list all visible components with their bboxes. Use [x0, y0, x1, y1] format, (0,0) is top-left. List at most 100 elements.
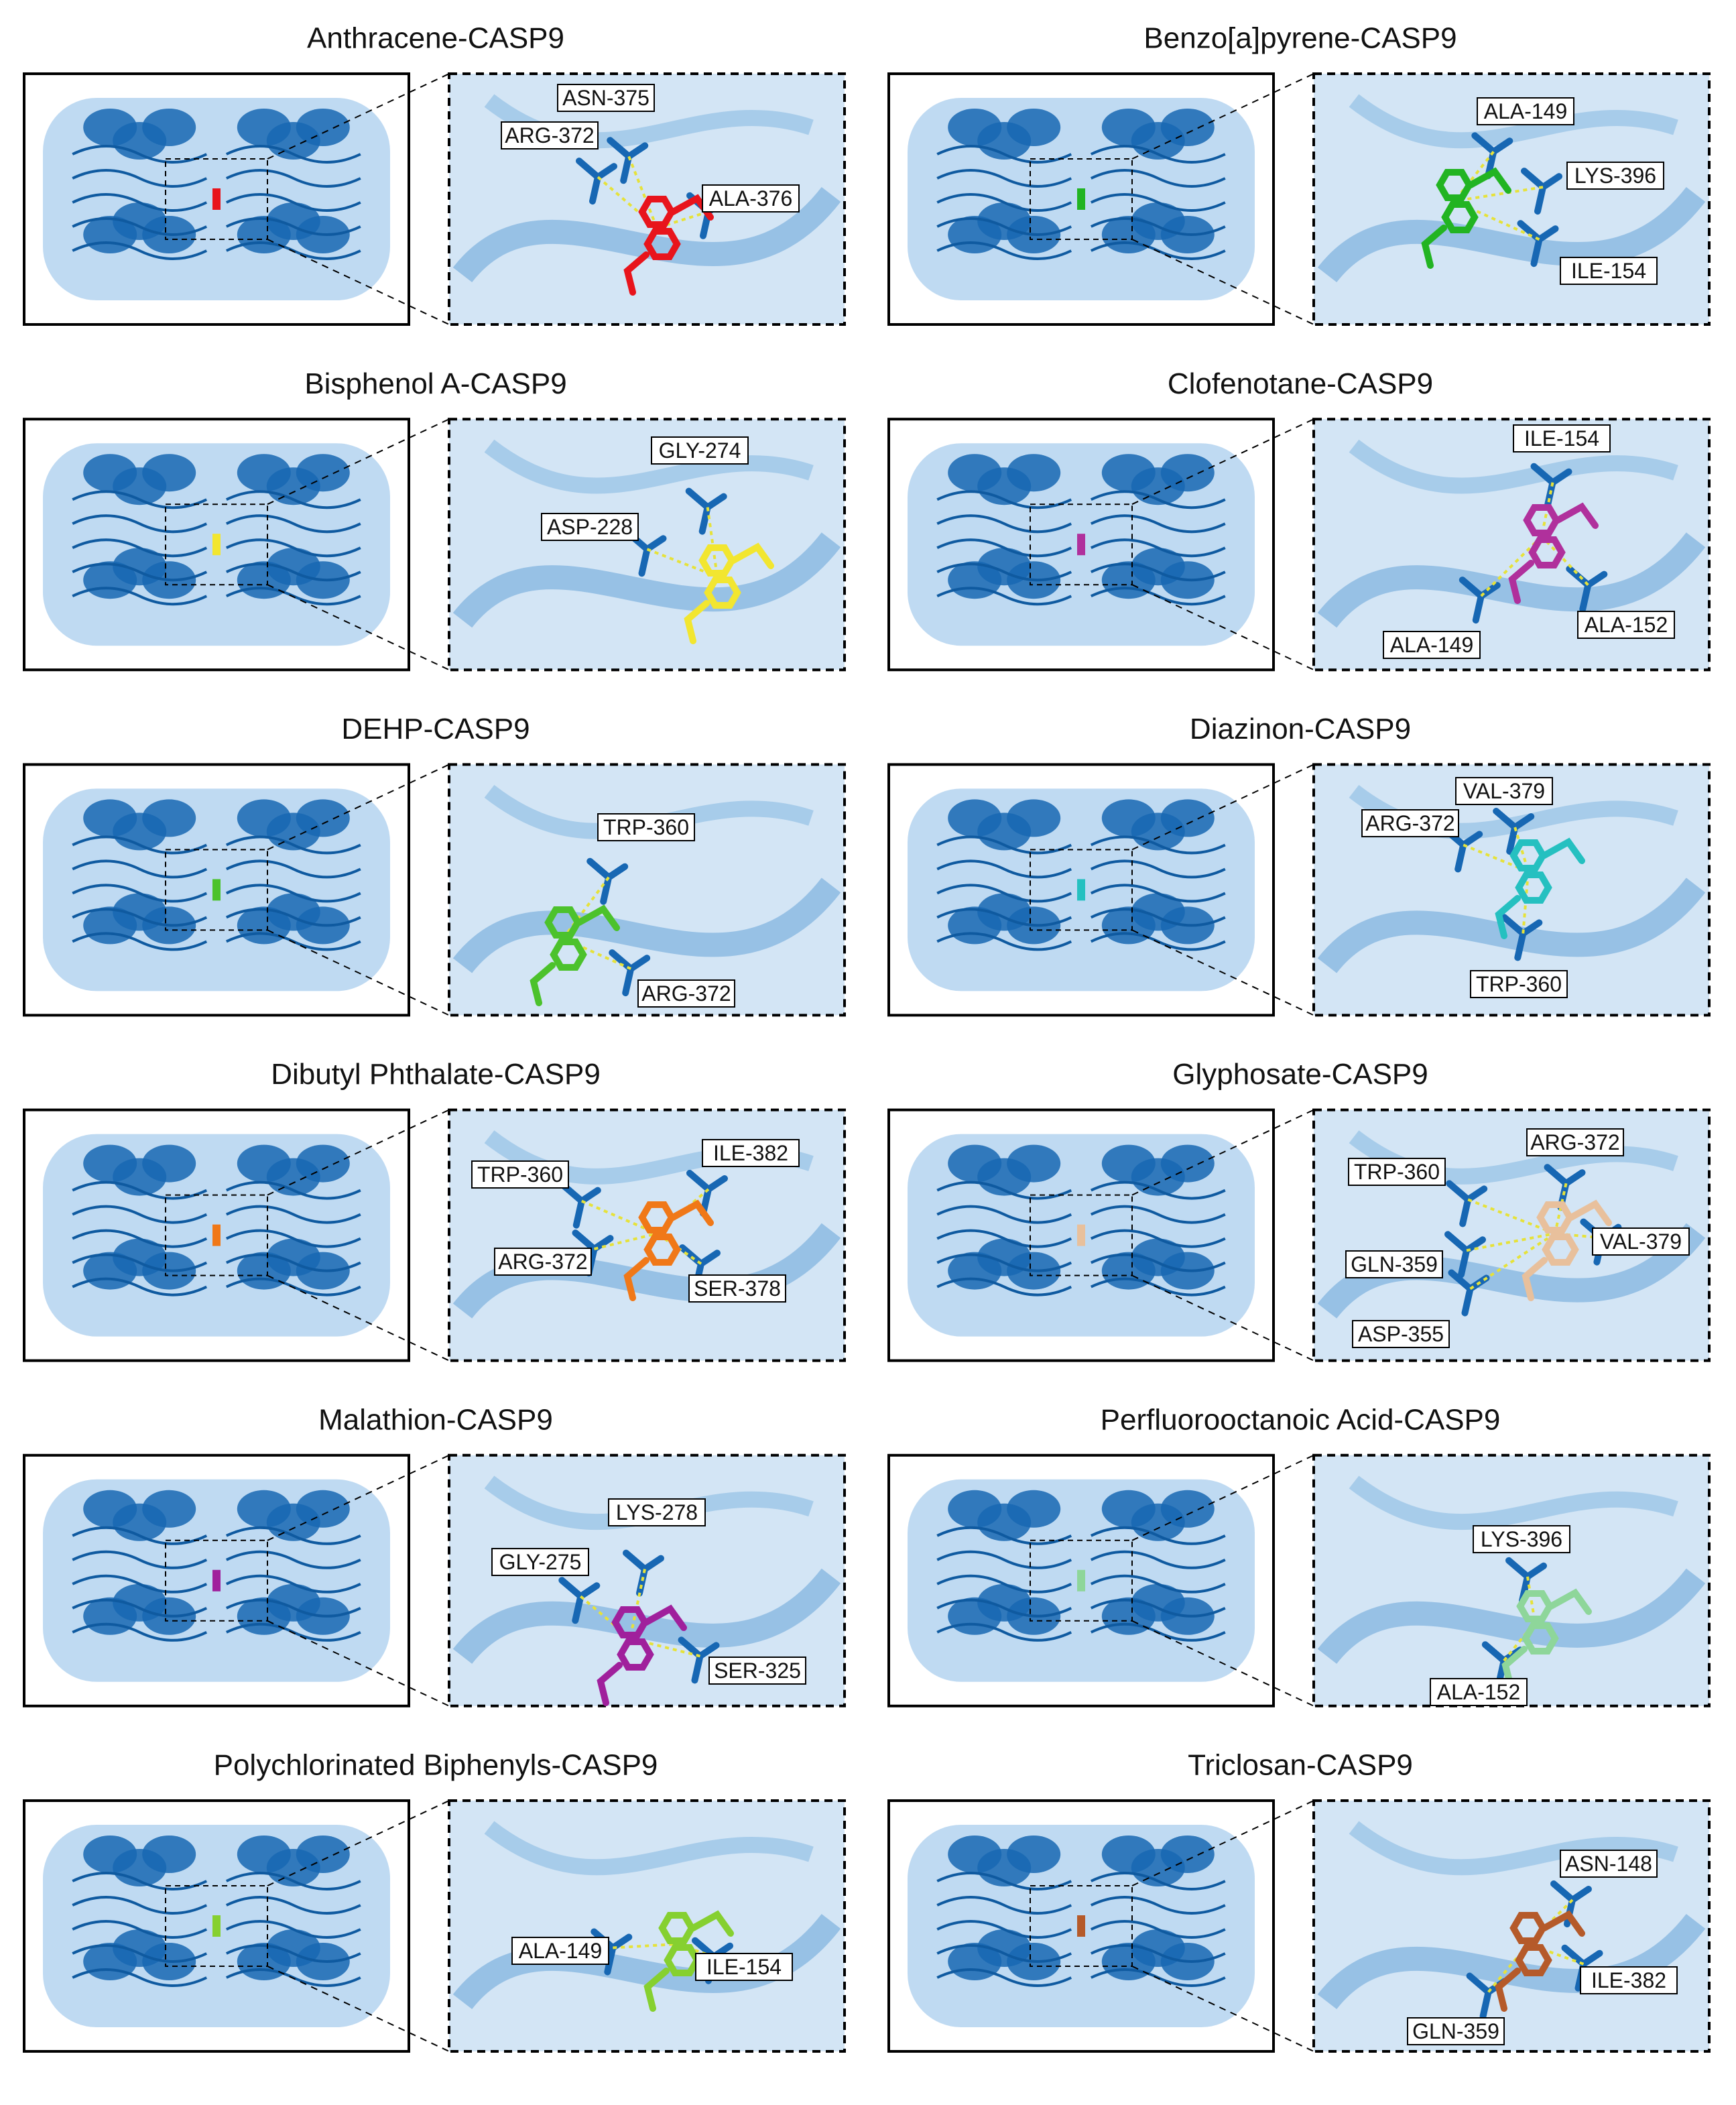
ligand-ring: [698, 544, 736, 577]
zoom-line: [267, 239, 450, 325]
ligand-ring: [1528, 536, 1566, 569]
panel-title: Anthracene-CASP9: [307, 22, 564, 55]
coil: [225, 1944, 361, 1963]
residue-label: TRP-360: [1470, 970, 1568, 998]
zoom-line: [1131, 73, 1314, 160]
hbond: [1454, 186, 1544, 202]
helix: [1160, 1836, 1215, 1873]
ribbon: [1349, 439, 1678, 494]
panel: Benzo[a]pyrene-CASP9 ALA-149 LYS-396 ILE-15…: [887, 22, 1711, 326]
coil: [1090, 1944, 1226, 1963]
coil: [72, 1598, 208, 1618]
residue-name: SER-325: [714, 1659, 801, 1683]
residue-name: ALA-149: [519, 1939, 603, 1963]
residue-label: SER-378: [688, 1274, 786, 1303]
residue-name: ASN-148: [1565, 1852, 1652, 1876]
label-box: [471, 1160, 569, 1189]
zoom-line: [267, 1620, 450, 1707]
ligand-chain: [1508, 502, 1599, 604]
label-box: [541, 513, 639, 541]
coil: [936, 1229, 1072, 1248]
helix: [296, 1144, 350, 1183]
hbond: [581, 1199, 658, 1235]
residue-label: ILE-154: [1513, 424, 1611, 453]
zoom-line: [1131, 1454, 1314, 1541]
coil: [1090, 1229, 1226, 1248]
coil: [1090, 1205, 1226, 1224]
ligand-ring: [611, 1606, 649, 1639]
coil: [1090, 1622, 1226, 1642]
coil: [1090, 514, 1226, 534]
zoom-line: [267, 584, 450, 671]
label-box: [1345, 1250, 1443, 1278]
coil: [72, 835, 208, 855]
helix: [1160, 1144, 1215, 1183]
helix: [1007, 1490, 1061, 1528]
coil: [936, 1574, 1072, 1593]
label-box: [702, 1139, 800, 1167]
coil: [936, 1896, 1072, 1915]
coil: [72, 1181, 208, 1200]
coil: [225, 908, 361, 927]
residue-label: ARG-372: [1526, 1128, 1624, 1156]
residue-name: ARG-372: [641, 981, 731, 1006]
coil: [1090, 538, 1226, 558]
zoom-line: [1131, 1109, 1314, 1196]
hbond: [1522, 871, 1530, 934]
coil: [1090, 169, 1226, 188]
hbond: [706, 507, 719, 577]
residue-label: ALA-152: [1430, 1678, 1528, 1706]
coil: [936, 1181, 1072, 1200]
coil: [72, 562, 208, 582]
zoom-line: [267, 1966, 450, 2052]
coil: [936, 514, 1072, 534]
ribbon: [1317, 1568, 1706, 1665]
coil: [72, 514, 208, 534]
coil: [1090, 217, 1226, 236]
coil: [936, 835, 1072, 855]
pocket-box: [165, 1885, 268, 1967]
residue-name: ARG-372: [498, 1250, 587, 1274]
coil: [1090, 1253, 1226, 1272]
coil: [1090, 145, 1226, 164]
residue-name: ARG-372: [505, 123, 594, 147]
ligand-ring: [1436, 168, 1473, 202]
label-box: [637, 979, 735, 1008]
label-box: [1383, 631, 1481, 659]
ligand-small: [1077, 1224, 1085, 1246]
residue-name: TRP-360: [1354, 1160, 1440, 1184]
helix: [142, 1490, 196, 1528]
ligand-ring: [658, 1911, 696, 1945]
panel-title: Polychlorinated Biphenyls-CASP9: [214, 1749, 658, 1782]
ligand-ring: [664, 1943, 701, 1977]
hbond: [1540, 535, 1589, 586]
ribbon: [452, 878, 841, 973]
ligand-chain: [1495, 1910, 1585, 2012]
residue-name: ALA-149: [1390, 633, 1474, 657]
helix: [1160, 799, 1215, 837]
ligand-small: [1077, 1569, 1085, 1591]
residue-name: TRP-360: [477, 1162, 563, 1187]
panel-title: DEHP-CASP9: [341, 713, 530, 745]
panel: Bisphenol A-CASP9 GLY-274 ASP-228: [23, 367, 846, 672]
residue-name: ALA-152: [1585, 613, 1668, 637]
coil: [936, 908, 1072, 927]
ligand-small: [212, 1224, 221, 1246]
coil: [225, 241, 361, 260]
helix: [1007, 109, 1061, 146]
coil: [936, 1622, 1072, 1642]
coil: [936, 241, 1072, 260]
coil: [1090, 587, 1226, 606]
panel-title: Perfluorooctanoic Acid-CASP9: [1101, 1403, 1501, 1436]
panel: Glyphosate-CASP9 ARG-372 TRP-360 VAL-379 GLN…: [887, 1058, 1711, 1362]
residue-name: ILE-154: [1524, 426, 1599, 450]
residue-name: ARG-372: [1530, 1130, 1619, 1154]
coil: [225, 884, 361, 903]
ligand-small: [1077, 1915, 1085, 1937]
residue-label: ILE-382: [702, 1139, 800, 1167]
residue-name: TRP-360: [603, 815, 689, 839]
label-box: [1407, 2017, 1505, 2045]
coil: [936, 538, 1072, 558]
pocket-box: [165, 503, 268, 586]
residue-name: ASN-375: [562, 86, 649, 110]
